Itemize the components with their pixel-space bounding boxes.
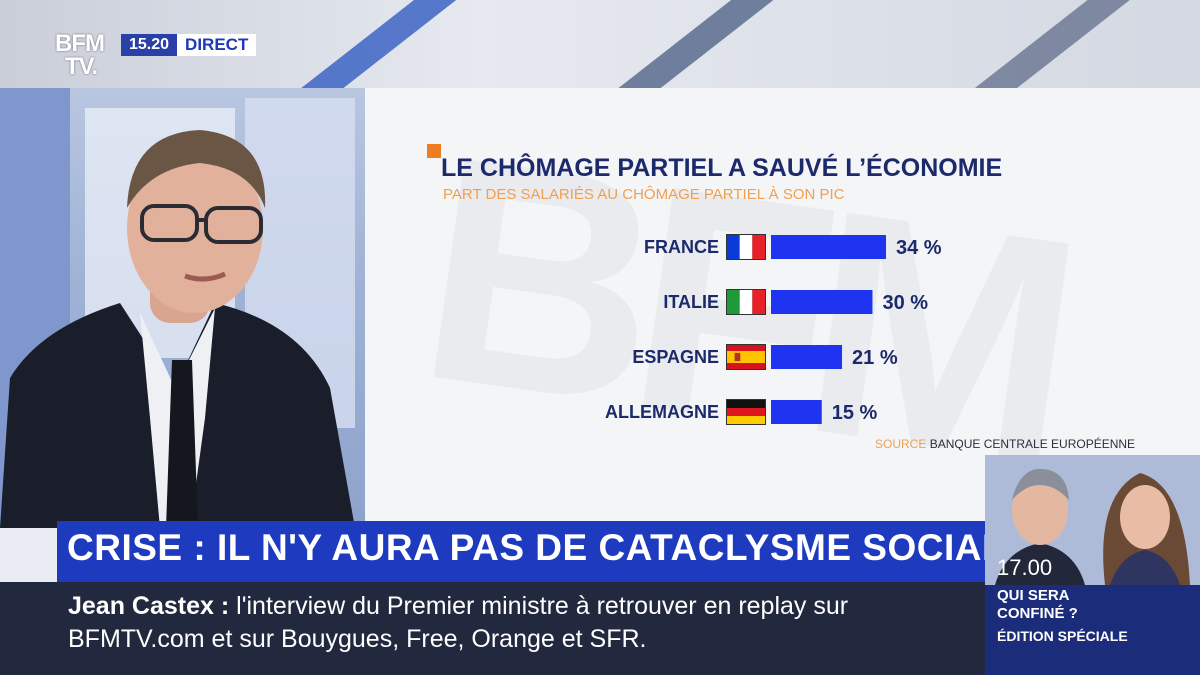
ticker-text: Jean Castex : l'interview du Premier min…: [68, 590, 968, 656]
germany-flag-icon: [727, 416, 765, 424]
backdrop-stripe: [583, 0, 837, 88]
chart-source: SOURCE BANQUE CENTRALE EUROPÉENNE: [875, 437, 1135, 451]
presenter: [0, 130, 355, 528]
backdrop-stripe: [925, 0, 1195, 88]
france-flag-icon: [739, 235, 753, 259]
news-ticker: Jean Castex : l'interview du Premier min…: [0, 582, 985, 675]
value-label: 30 %: [882, 292, 928, 314]
category-label: FRANCE: [644, 237, 719, 257]
title-accent-square: [427, 144, 441, 158]
host-2-body: [1110, 550, 1180, 585]
next-program-title-1: QUI SERA: [997, 587, 1070, 604]
category-label: ALLEMAGNE: [605, 402, 719, 422]
host-1-body: [995, 543, 1085, 585]
italy-flag-icon: [752, 290, 765, 314]
backdrop-stripe: [269, 0, 491, 88]
source-text: BANQUE CENTRALE EUROPÉENNE: [929, 437, 1136, 451]
france-flag-icon: [727, 235, 740, 259]
next-program-title-2: CONFINÉ ?: [997, 605, 1078, 622]
headline-text: CRISE : IL N'Y AURA PAS DE CATACLYSME SO…: [67, 527, 1006, 568]
spain-flag-icon: [734, 352, 741, 362]
bfmtv-logo: BFM TV.: [55, 32, 115, 86]
next-program-photo: [985, 455, 1200, 585]
logo-line-2: TV.: [65, 53, 98, 80]
logo-line-1: BFM: [55, 30, 105, 57]
live-indicator: 15.20 DIRECT: [121, 34, 257, 56]
value-label: 34 %: [896, 237, 942, 259]
clock-time: 15.20: [121, 34, 178, 56]
presenter-hair: [127, 130, 266, 208]
france-flag-icon: [752, 235, 765, 259]
host-2-face: [1120, 485, 1170, 549]
bar: [771, 400, 822, 424]
host-1-face: [1012, 475, 1068, 545]
ticker-speaker: Jean Castex :: [68, 592, 230, 620]
italy-flag-icon: [727, 290, 740, 314]
germany-flag-icon: [727, 408, 765, 416]
chart-title: LE CHÔMAGE PARTIEL A SAUVÉ L’ÉCONOMIE: [441, 154, 1003, 182]
value-label: 21 %: [852, 347, 898, 369]
host-1-hair: [1012, 468, 1069, 500]
presenter-glasses: [140, 204, 263, 244]
live-label: DIRECT: [185, 35, 249, 54]
presenter-mouth: [184, 271, 227, 282]
bar: [771, 235, 886, 259]
chart-subtitle: PART DES SALARIÉS AU CHÔMAGE PARTIEL À S…: [443, 186, 845, 203]
value-label: 15 %: [832, 402, 878, 424]
source-label: SOURCE: [875, 437, 927, 451]
bar: [771, 290, 873, 314]
bar-chart: FRANCE 34 % ITALIE 30 % ESPAGNE 21 % ALLEMAGNE…: [605, 234, 942, 425]
chart-panel: BFM LE CHÔMAGE PARTIEL A SAUVÉ L’ÉCONOMI…: [365, 88, 1200, 528]
ticker-message: l'interview du Premier ministre à retrou…: [68, 592, 849, 653]
bar: [771, 345, 843, 369]
presenter-tie: [166, 360, 198, 528]
category-label: ESPAGNE: [632, 347, 719, 367]
headline-banner: CRISE : IL N'Y AURA PAS DE CATACLYSME SO…: [57, 521, 1005, 582]
spain-flag-icon: [727, 351, 765, 363]
next-program-subtitle: ÉDITION SPÉCIALE: [997, 628, 1128, 644]
next-program-teaser: 17.00 QUI SERA CONFINÉ ? ÉDITION SPÉCIAL…: [985, 455, 1200, 675]
italy-flag-icon: [739, 290, 753, 314]
germany-flag-icon: [727, 400, 765, 408]
next-program-time: 17.00: [997, 555, 1053, 580]
category-label: ITALIE: [663, 292, 719, 312]
